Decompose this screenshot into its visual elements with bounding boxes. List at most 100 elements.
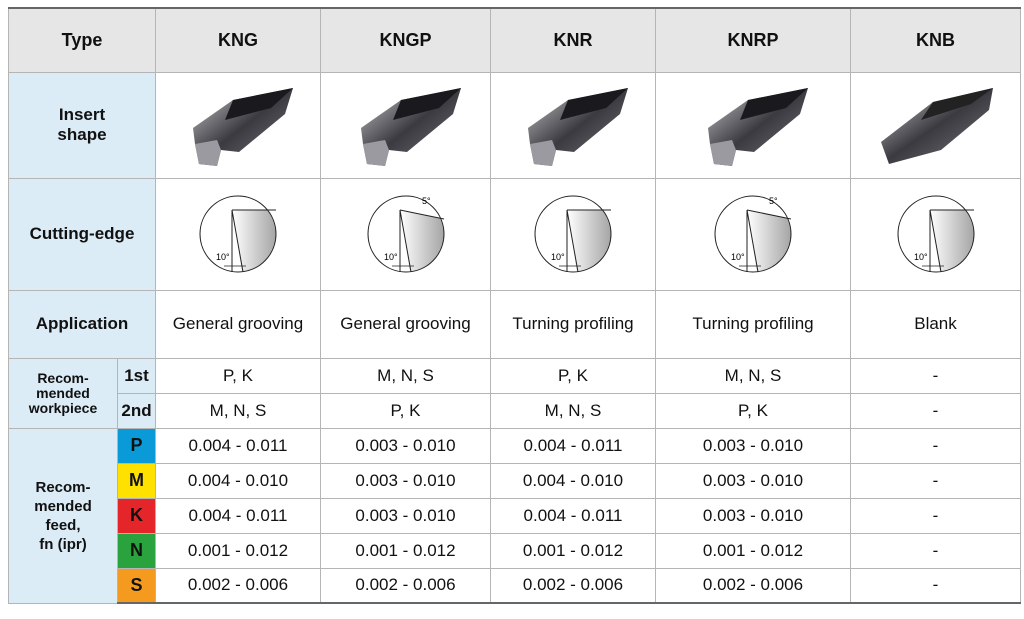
feed-row: N 0.001 - 0.012 0.001 - 0.012 0.001 - 0.012… bbox=[9, 532, 1021, 569]
cell: - bbox=[850, 567, 1021, 604]
cell: 0.001 - 0.012 bbox=[320, 532, 491, 569]
label-line: Recom- bbox=[37, 369, 89, 386]
cell: 0.003 - 0.010 bbox=[655, 427, 851, 464]
cell: - bbox=[850, 392, 1021, 429]
label-line: Recom- bbox=[35, 478, 91, 496]
insert-face bbox=[560, 88, 628, 120]
cell: 0.003 - 0.010 bbox=[320, 497, 491, 534]
diagram-cell: 10° 5° bbox=[320, 177, 491, 291]
edge-line bbox=[566, 209, 579, 273]
image-cell bbox=[655, 71, 851, 179]
cell: P, K bbox=[155, 357, 321, 394]
cell: 0.004 - 0.011 bbox=[490, 427, 656, 464]
angle-label: 10° bbox=[731, 252, 745, 262]
edge-line bbox=[746, 209, 759, 273]
row-label: Cutting-edge bbox=[8, 177, 156, 291]
diagram-cell: 10° bbox=[155, 177, 321, 291]
angle-label: 10° bbox=[551, 252, 565, 262]
header-cell: KNG bbox=[155, 7, 321, 73]
cell: M, N, S bbox=[320, 357, 491, 394]
header-cell: KNRP bbox=[655, 7, 851, 73]
edge-diagram: 10° bbox=[897, 195, 974, 273]
cell: M, N, S bbox=[655, 357, 851, 394]
insert-shape-row: Insert shape bbox=[8, 71, 1021, 179]
feed-row: S 0.002 - 0.006 0.002 - 0.006 0.002 - 0.006… bbox=[9, 567, 1021, 604]
cell: 0.001 - 0.012 bbox=[155, 532, 321, 569]
outline bbox=[714, 195, 792, 273]
angle-label: 5° bbox=[769, 196, 778, 206]
edge-region bbox=[232, 210, 276, 272]
angle-label: 5° bbox=[422, 196, 431, 206]
iso-cell: K bbox=[117, 497, 156, 534]
cell: 0.004 - 0.011 bbox=[155, 427, 321, 464]
cell: Blank bbox=[850, 289, 1021, 359]
outline bbox=[367, 195, 444, 273]
cell: 0.003 - 0.010 bbox=[655, 462, 851, 499]
angle-label: 10° bbox=[216, 252, 230, 262]
insert-face bbox=[740, 88, 808, 120]
edge-line bbox=[929, 209, 941, 273]
insert-body bbox=[880, 88, 993, 164]
cell: 0.001 - 0.012 bbox=[490, 532, 656, 569]
cell: - bbox=[850, 427, 1021, 464]
cell: 0.004 - 0.010 bbox=[155, 462, 321, 499]
spec-table: Type KNG KNGP KNR KNRP KNB Insert shape Cutting… bbox=[8, 7, 1021, 604]
header-cell: KNR bbox=[490, 7, 656, 73]
label-line: workpiece bbox=[28, 399, 98, 416]
edge-line bbox=[231, 209, 244, 273]
iso-cell: N bbox=[117, 532, 156, 569]
insert-face bbox=[392, 88, 461, 120]
label-line: mended bbox=[34, 497, 92, 515]
grade-cell: 1st bbox=[117, 357, 156, 394]
iso-cell: S bbox=[117, 567, 156, 604]
edge-region bbox=[929, 210, 974, 272]
edge-line bbox=[746, 209, 792, 220]
image-cell bbox=[155, 71, 321, 179]
outline bbox=[199, 195, 277, 273]
cell: Turning profiling bbox=[655, 289, 851, 359]
outline bbox=[534, 195, 612, 273]
cell: - bbox=[850, 462, 1021, 499]
insert-face bbox=[225, 88, 293, 120]
application-row: Application General grooving General groov… bbox=[8, 289, 1021, 359]
iso-cell: P bbox=[117, 427, 156, 464]
image-cell bbox=[320, 71, 491, 179]
edge-diagram: 10° bbox=[534, 195, 612, 273]
cell: 0.004 - 0.011 bbox=[155, 497, 321, 534]
feed-row: K 0.004 - 0.011 0.003 - 0.010 0.004 - 0.011… bbox=[9, 497, 1021, 534]
cell: P, K bbox=[655, 392, 851, 429]
cell: - bbox=[850, 532, 1021, 569]
cell: M, N, S bbox=[490, 392, 656, 429]
cell: 0.003 - 0.010 bbox=[320, 462, 491, 499]
cutting-edge-row: Cutting-edge 10° 10° 5° 10° 10° 5° 10° bbox=[8, 177, 1021, 291]
feed-row: Recom-mended feed, fn (ipr) P 0.004 - 0.011 0… bbox=[8, 427, 1021, 604]
cell: 0.002 - 0.006 bbox=[490, 567, 656, 604]
table-body: Type KNG KNGP KNR KNRP KNB Insert shape Cutting… bbox=[8, 7, 1021, 604]
insert-image bbox=[360, 88, 461, 166]
insert-image bbox=[193, 88, 293, 166]
insert-image bbox=[528, 88, 628, 166]
insert-side bbox=[195, 140, 221, 166]
edge-diagram: 10° 5° bbox=[714, 195, 792, 273]
diagram-cell: 10° bbox=[490, 177, 656, 291]
row-label: Insert shape bbox=[8, 71, 156, 179]
edge-line bbox=[399, 209, 411, 273]
row-label: Recom-mended workpiece bbox=[8, 357, 118, 429]
cell: 0.004 - 0.010 bbox=[490, 462, 656, 499]
cell: 0.001 - 0.012 bbox=[655, 532, 851, 569]
grade-cell: 2nd bbox=[117, 392, 156, 429]
cell: P, K bbox=[320, 392, 491, 429]
edge-region bbox=[399, 210, 444, 272]
label-line: feed, bbox=[45, 516, 81, 534]
cell: M, N, S bbox=[155, 392, 321, 429]
insert-face bbox=[920, 88, 993, 120]
label-line: fn (ipr) bbox=[39, 535, 87, 553]
cell: General grooving bbox=[155, 289, 321, 359]
insert-side bbox=[530, 140, 556, 166]
row-label: Recom-mended feed, fn (ipr) bbox=[8, 427, 118, 604]
cell: - bbox=[850, 357, 1021, 394]
feed-row: M 0.004 - 0.010 0.003 - 0.010 0.004 - 0.010… bbox=[9, 462, 1021, 499]
edge-diagram: 10° 5° bbox=[367, 195, 444, 273]
